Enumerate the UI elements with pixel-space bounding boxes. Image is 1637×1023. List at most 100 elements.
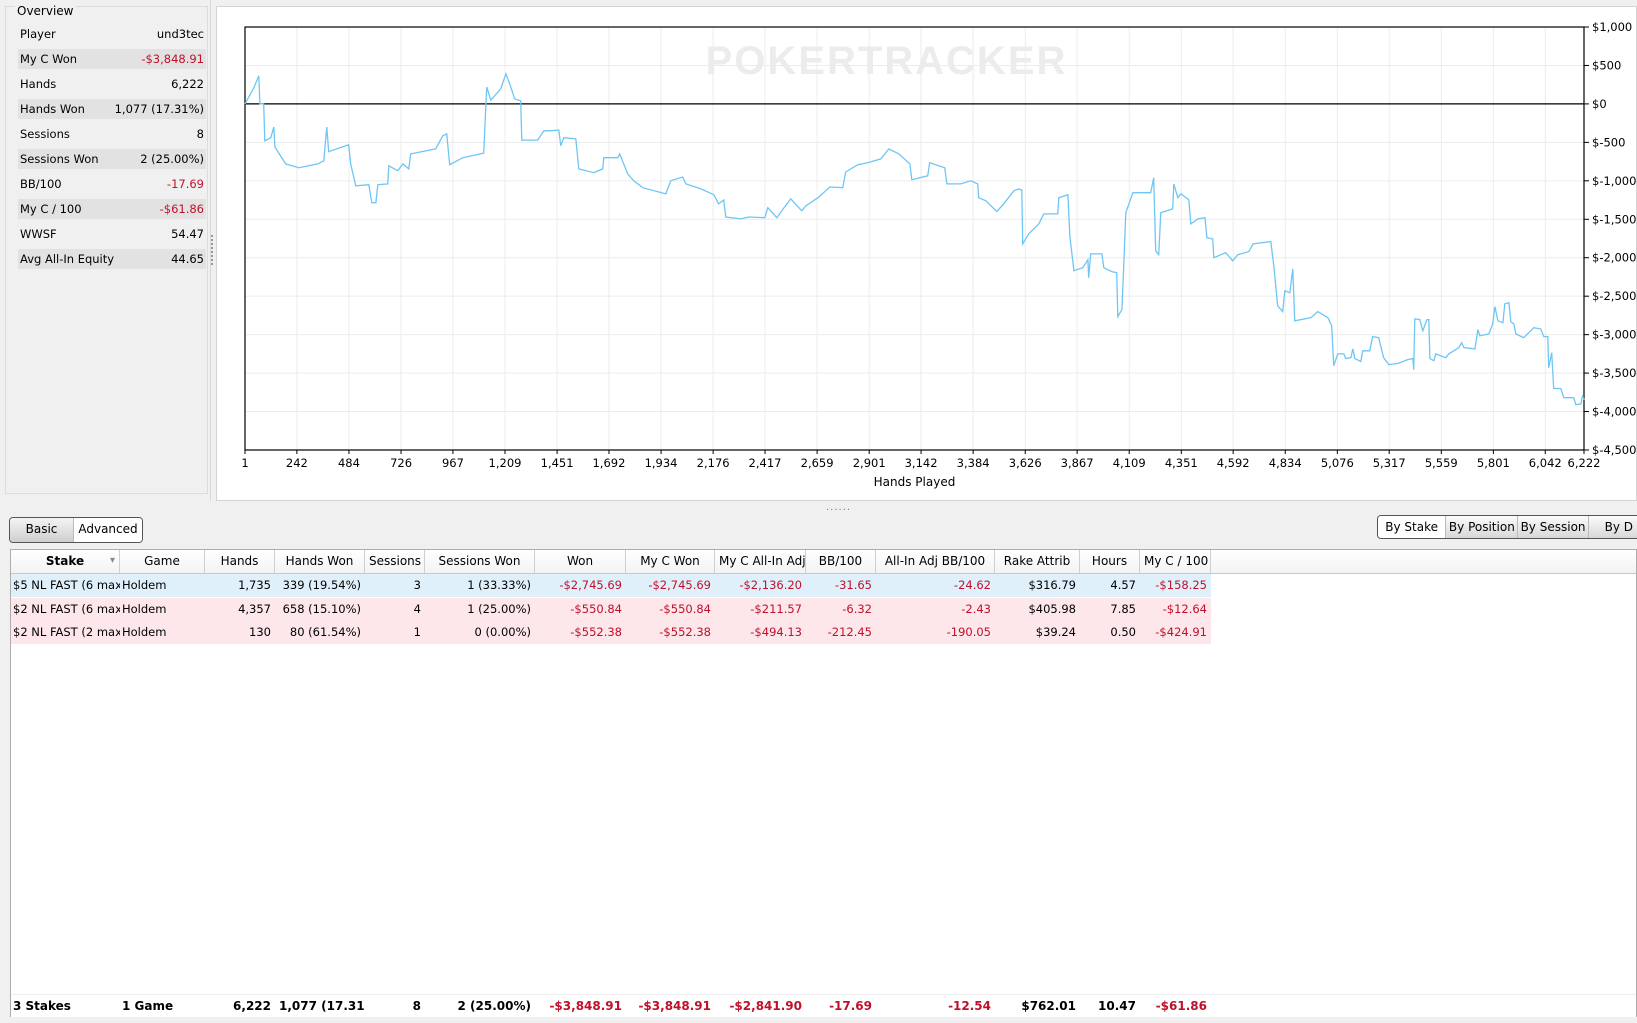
x-tick-label: 1,934 [645,456,678,470]
column-header[interactable]: Hours [1080,550,1140,573]
y-tick-label: $500 [1592,58,1621,72]
x-tick-label: 4,351 [1165,456,1198,470]
totals-cell: 1 Game [122,999,174,1013]
table-cell: -2.43 [961,601,991,616]
group-by-tabs: By Stake By Position By Session By D [1377,515,1637,539]
column-header[interactable]: Rake Attrib [995,550,1080,573]
overview-title: Overview [15,4,76,18]
basic-button[interactable]: Basic [10,518,74,542]
column-header[interactable]: All-In Adj BB/100 [876,550,995,573]
table-cell: 4,357 [238,601,271,616]
overview-label: Hands Won [20,102,85,116]
x-tick-label: 1,692 [592,456,625,470]
table-cell: 1 [413,625,421,639]
table-cell: 0.50 [1110,625,1136,639]
table-cell: -$158.25 [1155,578,1207,592]
table-cell: -190.05 [946,625,991,639]
totals-cell: 2 (25.00%) [457,999,531,1013]
overview-value: 1,077 (17.31%) [114,102,204,116]
overview-value: 54.47 [171,227,204,241]
x-tick-label: 5,317 [1373,456,1406,470]
y-tick-label: $-3,500 [1592,366,1636,380]
table-cell: 658 (15.10%) [282,601,361,616]
x-tick-label: 967 [442,456,464,470]
overview-value: 44.65 [171,252,204,266]
column-header[interactable]: Stake ▾ [11,550,120,573]
table-cell: -$2,745.69 [559,578,622,592]
x-tick-label: 242 [286,456,308,470]
table-cell: 0 (0.00%) [474,625,531,639]
column-header[interactable]: Sessions Won [425,550,535,573]
x-tick-label: 5,076 [1321,456,1354,470]
table-cell: Holdem [122,578,167,592]
table-header: Stake ▾ Game Hands Hands Won Sessions Sessions… [11,550,1636,574]
table-cell: 1 (25.00%) [467,601,531,616]
totals-cell: $762.01 [1021,999,1076,1013]
y-tick-label: $-2,500 [1592,289,1636,303]
overview-value: 6,222 [171,77,204,91]
totals-row: 3 Stakes 1 Game 6,222 1,077 (17.31%) 8 2 (25.… [11,994,1636,1017]
horizontal-splitter-handle[interactable]: ······ [826,505,852,516]
y-tick-label: $-2,000 [1592,251,1636,265]
tab-by-position[interactable]: By Position [1446,516,1519,538]
y-tick-label: $-4,000 [1592,405,1636,419]
totals-cell: 3 Stakes [13,999,71,1013]
table-cell: $2 NL FAST (2 max) [13,625,120,639]
overview-label: Hands [20,77,57,91]
table-cell: -212.45 [827,625,872,639]
x-tick-label: 1,209 [489,456,522,470]
column-header[interactable]: Sessions [365,550,425,573]
overview-row: Avg All-In Equity 44.65 [18,249,206,269]
table-cell: -$211.57 [750,601,802,616]
y-tick-label: $-1,000 [1592,174,1636,188]
column-header[interactable]: My C / 100 [1140,550,1211,573]
sort-desc-icon: ▾ [109,555,115,566]
x-tick-label: 4,109 [1113,456,1146,470]
table-row[interactable]: $2 NL FAST (6 max) Holdem 4,357 658 (15.10%… [11,597,1211,621]
overview-group: Overview Player und3tec My C Won -$3,848.91… [5,4,208,494]
column-header[interactable]: Game [120,550,205,573]
overview-row: Hands 6,222 [18,74,206,94]
totals-cell: 10.47 [1098,999,1136,1013]
x-tick-label: 484 [338,456,360,470]
y-tick-label: $0 [1592,97,1607,111]
table-cell: 3 [413,578,421,592]
table-cell: -$2,136.20 [739,578,802,592]
table-cell: -$552.38 [570,625,622,639]
x-tick-label: 2,901 [853,456,886,470]
x-tick-label: 6,222 [1568,456,1601,470]
overview-row: Sessions 8 [18,124,206,144]
tab-by-session[interactable]: By Session [1518,516,1589,538]
totals-cell: -$3,848.91 [549,999,622,1013]
y-tick-label: $-3,000 [1592,328,1636,342]
table-cell: -$2,745.69 [648,578,711,592]
x-tick-label: 2,659 [801,456,834,470]
advanced-button[interactable]: Advanced [74,518,142,542]
column-header[interactable]: Won [535,550,626,573]
totals-cell: -$3,848.91 [638,999,711,1013]
overview-label: My C / 100 [20,202,82,216]
column-header[interactable]: Hands Won [275,550,365,573]
vertical-splitter-handle[interactable] [211,235,214,265]
table-cell: -$550.84 [570,601,622,616]
overview-row: Player und3tec [18,24,206,44]
column-header[interactable]: BB/100 [806,550,876,573]
totals-cell: -17.69 [829,999,872,1013]
tab-by-date[interactable]: By D [1588,516,1637,538]
overview-value: -$61.86 [159,202,204,216]
table-cell: 130 [249,625,271,639]
overview-label: Player [20,27,56,41]
overview-value: -$3,848.91 [141,52,204,66]
x-tick-label: 5,559 [1425,456,1458,470]
x-axis-title: Hands Played [874,475,956,489]
column-header[interactable]: My C All-In Adj [715,550,806,573]
table-cell: Holdem [122,625,167,639]
column-header[interactable]: My C Won [626,550,715,573]
table-cell: $316.79 [1028,578,1076,592]
table-row[interactable]: $5 NL FAST (6 max) Holdem 1,735 339 (19.54%… [11,574,1211,597]
table-row[interactable]: $2 NL FAST (2 max) Holdem 130 80 (61.54%) 1 0… [11,621,1211,644]
x-tick-label: 2,417 [749,456,782,470]
x-tick-label: 3,626 [1009,456,1042,470]
column-header[interactable]: Hands [205,550,275,573]
tab-by-stake[interactable]: By Stake [1378,516,1447,538]
